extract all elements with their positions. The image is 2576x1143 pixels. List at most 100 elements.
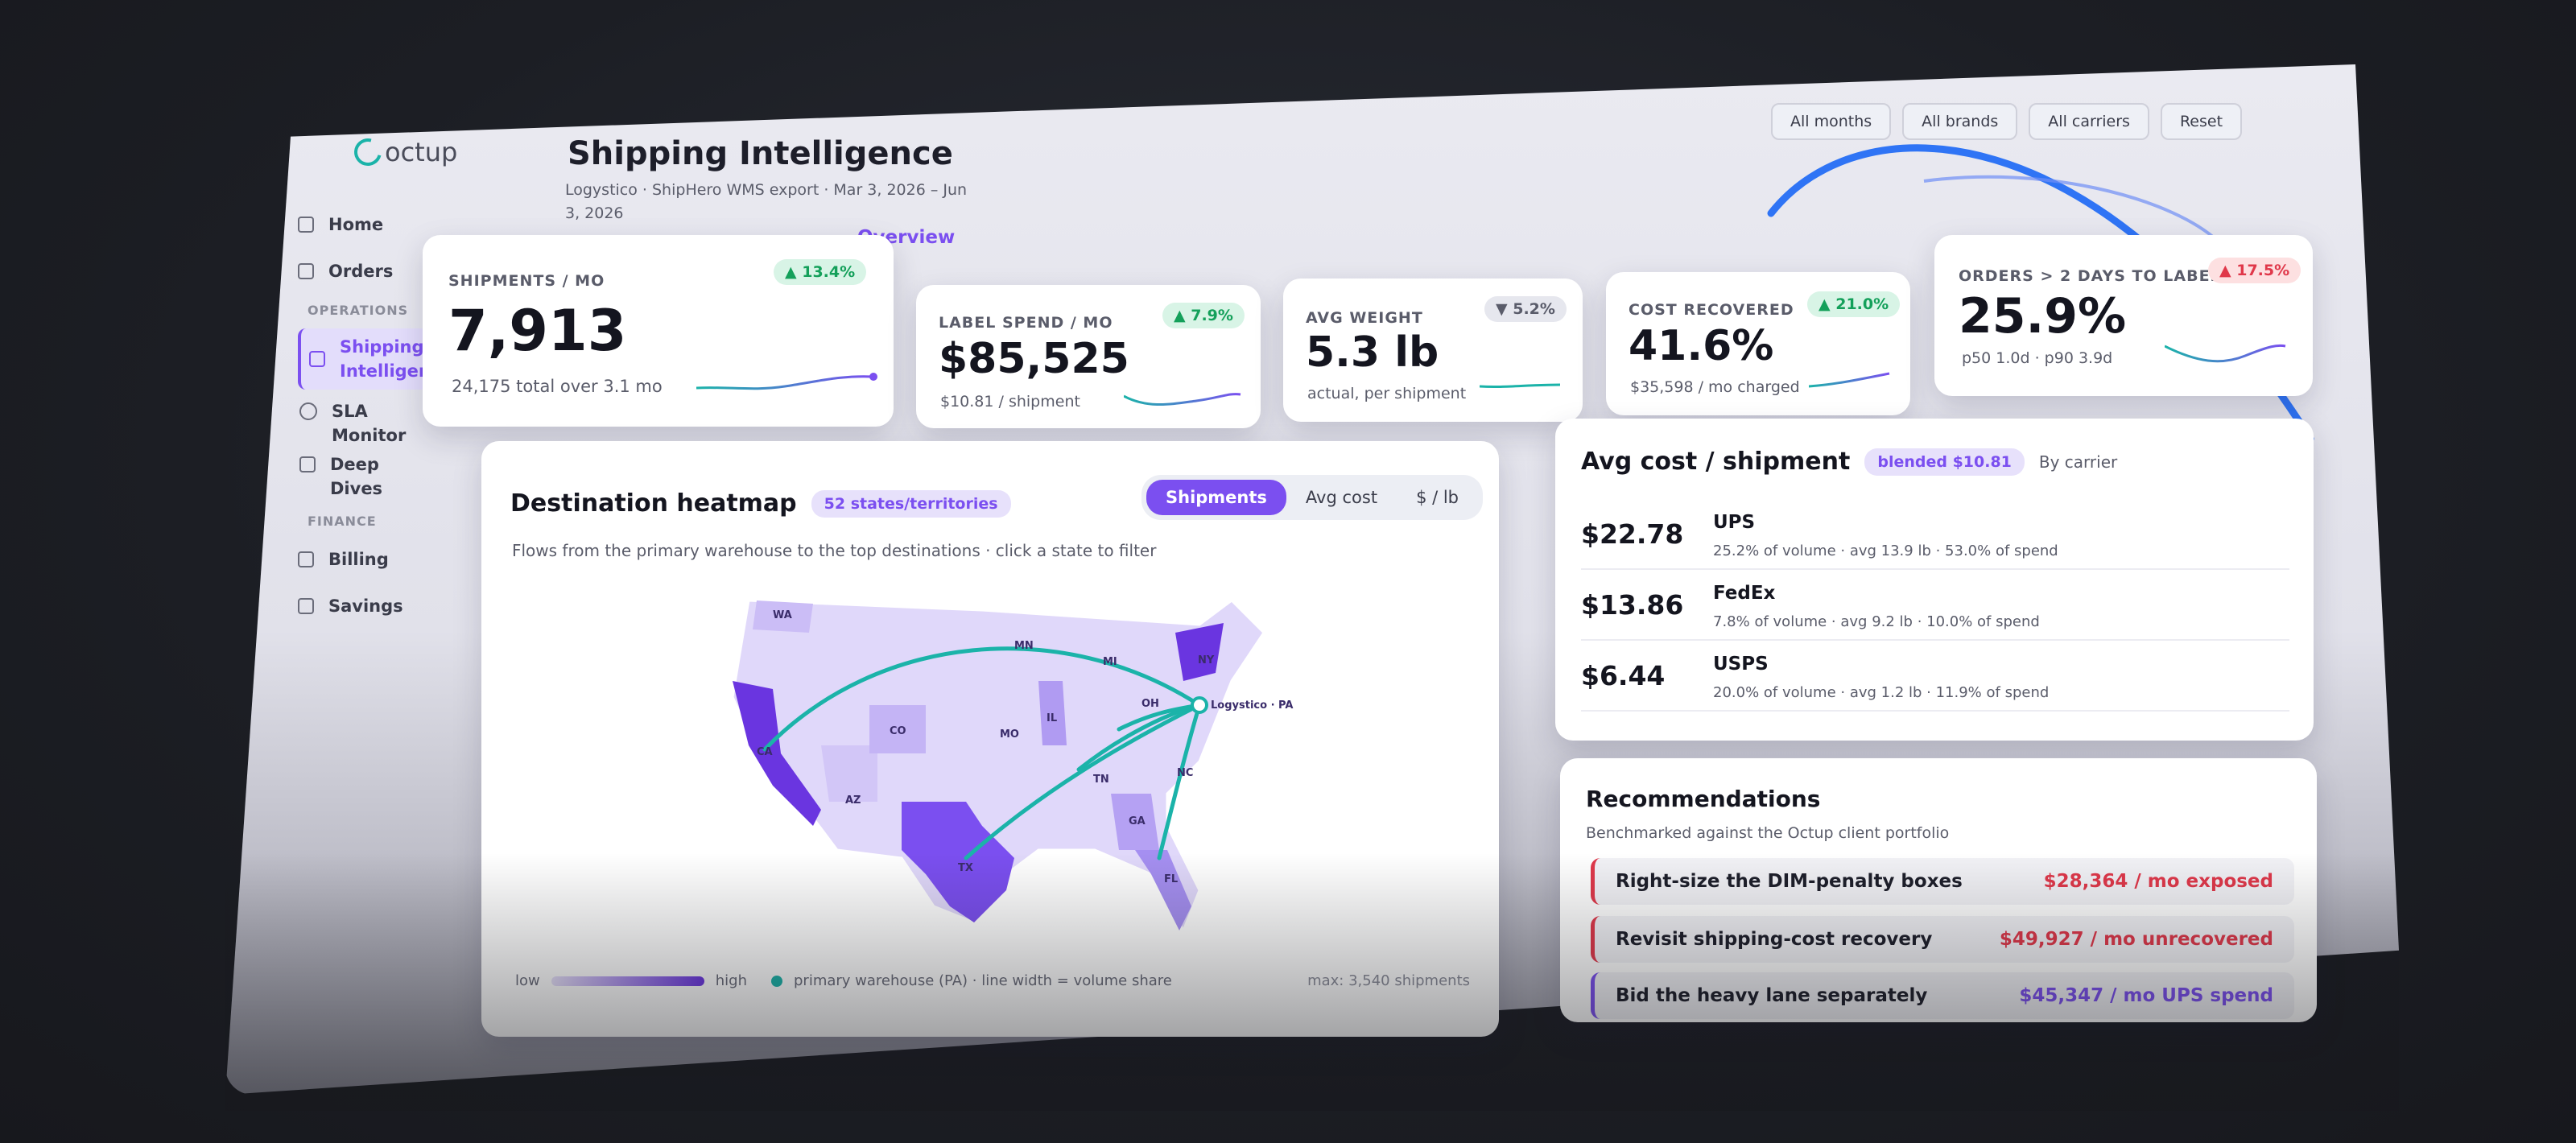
kpi-sparkline xyxy=(696,373,877,390)
legend-note: primary warehouse (PA) · line width = vo… xyxy=(794,972,1172,989)
state-label: MI xyxy=(1103,656,1117,668)
blended-cost-badge: blended $10.81 xyxy=(1864,448,2025,476)
kpi-subtext: $35,598 / mo charged xyxy=(1630,378,1800,396)
sidebar-item-orders[interactable]: Orders xyxy=(298,248,539,295)
sidebar-item-label: SLA Monitor xyxy=(332,402,407,445)
toggle-avg-cost[interactable]: Avg cost xyxy=(1305,488,1378,507)
sidebar: Home Orders OPERATIONS Shipping Intellig… xyxy=(298,201,539,629)
us-map[interactable]: WA MN MI NY CA CO IL OH MO TN NC AZ GA T… xyxy=(716,584,1328,971)
square-icon xyxy=(299,456,316,472)
flow-lines xyxy=(762,646,1202,860)
warehouse-marker[interactable] xyxy=(1191,696,1208,714)
kpi-card-label-spend[interactable]: LABEL SPEND / MO $85,525 $10.81 / shipme… xyxy=(916,285,1261,428)
carrier-note: By carrier xyxy=(2038,452,2118,472)
kpi-value: 41.6% xyxy=(1629,322,1774,370)
kpi-delta-badge: ▼ 5.2% xyxy=(1484,296,1567,322)
kpi-label: LABEL SPEND / MO xyxy=(939,314,1113,332)
kpi-label: COST RECOVERED xyxy=(1629,301,1794,319)
logo-ring-icon xyxy=(349,133,387,171)
state-label: CO xyxy=(890,725,906,737)
filter-brands-button[interactable]: All brands xyxy=(1902,103,2018,140)
warehouse-dot-icon xyxy=(771,975,782,987)
state-co[interactable] xyxy=(869,705,926,753)
destination-heatmap-panel: Destination heatmap 52 states/territorie… xyxy=(481,441,1499,1037)
panel-subtitle: Flows from the primary warehouse to the … xyxy=(512,541,1157,560)
legend-high-label: high xyxy=(715,972,747,989)
kpi-delta-badge: ▲ 17.5% xyxy=(2208,258,2301,283)
kpi-subtext: p50 1.0d · p90 3.9d xyxy=(1962,349,2113,367)
carrier-stat: 20.0% of volume · avg 1.2 lb · 11.9% of … xyxy=(1713,684,2050,701)
filter-bar: All months All brands All carriers Reset xyxy=(1771,103,2243,140)
kpi-label: ORDERS > 2 DAYS TO LABEL xyxy=(1959,267,2221,285)
warehouse-label: Logystico · PA xyxy=(1211,699,1293,712)
toggle-dollar-per-lb[interactable]: $ / lb xyxy=(1416,488,1459,507)
kpi-sparkline xyxy=(1809,372,1890,388)
kpi-delta-badge: ▲ 7.9% xyxy=(1162,303,1245,328)
kpi-sparkline xyxy=(2165,344,2286,363)
carrier-stat: 7.8% of volume · avg 9.2 lb · 10.0% of s… xyxy=(1713,613,2040,630)
kpi-value: 5.3 lb xyxy=(1306,328,1439,377)
square-icon xyxy=(298,263,314,279)
sidebar-item-savings[interactable]: Savings xyxy=(298,583,539,629)
filter-carriers-button[interactable]: All carriers xyxy=(2029,103,2149,140)
kpi-card-avg-weight[interactable]: AVG WEIGHT 5.3 lb actual, per shipment ▼… xyxy=(1283,279,1583,422)
kpi-card-orders-to-label[interactable]: ORDERS > 2 DAYS TO LABEL 25.9% p50 1.0d … xyxy=(1934,235,2313,396)
sidebar-item-label: Orders xyxy=(328,262,394,281)
state-label: IL xyxy=(1046,712,1057,724)
carrier-cost: $13.86 xyxy=(1581,589,1684,621)
carrier-row-ups[interactable]: $22.78 UPS 25.2% of volume · avg 13.9 lb… xyxy=(1581,502,2289,570)
sidebar-item-label: Shipping Intelligence xyxy=(340,337,452,381)
carrier-row-usps[interactable]: $6.44 USPS 20.0% of volume · avg 1.2 lb … xyxy=(1581,644,2289,712)
sidebar-section-finance: FINANCE xyxy=(308,513,377,529)
state-label: CA xyxy=(757,746,773,758)
carrier-cost: $6.44 xyxy=(1581,660,1666,691)
carrier-stat: 25.2% of volume · avg 13.9 lb · 53.0% of… xyxy=(1713,543,2058,559)
sidebar-item-billing[interactable]: Billing xyxy=(298,536,539,583)
page-title: Shipping Intelligence xyxy=(568,135,953,172)
state-label: OH xyxy=(1141,698,1159,710)
recommendation-item[interactable]: Right-size the DIM-penalty boxes $28,364… xyxy=(1591,858,2294,905)
state-az[interactable] xyxy=(821,745,877,802)
state-label: TX xyxy=(958,862,973,874)
recommendation-item[interactable]: Revisit shipping-cost recovery $49,927 /… xyxy=(1591,916,2294,963)
sidebar-item-deep-dives[interactable]: Deep Dives xyxy=(298,452,539,501)
sidebar-item-label: Billing xyxy=(328,550,389,569)
recommendations-panel: Recommendations Benchmarked against the … xyxy=(1560,758,2317,1022)
kpi-value: $85,525 xyxy=(939,335,1129,383)
kpi-subtext: actual, per shipment xyxy=(1307,385,1467,402)
recommendation-title: Right-size the DIM-penalty boxes xyxy=(1616,871,1963,892)
octup-logo[interactable]: octup xyxy=(349,133,457,171)
carrier-cost-panel: Avg cost / shipment blended $10.81 By ca… xyxy=(1555,419,2314,741)
state-ga[interactable] xyxy=(1111,794,1159,850)
recommendation-item[interactable]: Bid the heavy lane separately $45,347 / … xyxy=(1591,972,2294,1019)
recommendation-title: Revisit shipping-cost recovery xyxy=(1616,929,1933,950)
carrier-row-fedex[interactable]: $13.86 FedEx 7.8% of volume · avg 9.2 lb… xyxy=(1581,573,2289,641)
kpi-label: SHIPMENTS / MO xyxy=(448,272,605,290)
sidebar-item-label: Savings xyxy=(328,596,403,616)
state-label: TN xyxy=(1093,774,1109,786)
sidebar-item-sla-monitor[interactable]: SLA Monitor xyxy=(298,399,539,448)
state-ny[interactable] xyxy=(1175,623,1224,681)
kpi-card-shipments[interactable]: SHIPMENTS / MO 7,913 24,175 total over 3… xyxy=(423,235,894,427)
kpi-value: 25.9% xyxy=(1959,288,2127,345)
kpi-label: AVG WEIGHT xyxy=(1306,309,1423,327)
max-shipments-note: max: 3,540 shipments xyxy=(1307,972,1470,989)
state-il[interactable] xyxy=(1038,681,1067,745)
sidebar-item-home[interactable]: Home xyxy=(298,201,539,248)
sidebar-section-operations: OPERATIONS xyxy=(308,302,409,318)
square-icon xyxy=(298,598,314,614)
page-subtitle: Logystico · ShipHero WMS export · Mar 3,… xyxy=(565,181,968,222)
toggle-shipments[interactable]: Shipments xyxy=(1146,480,1286,515)
filter-months-button[interactable]: All months xyxy=(1771,103,1892,140)
state-ca[interactable] xyxy=(733,681,821,826)
square-icon xyxy=(309,351,325,367)
panel-title: Destination heatmap xyxy=(510,489,797,518)
state-wa[interactable] xyxy=(753,600,813,633)
state-label: AZ xyxy=(845,794,861,807)
carrier-name: USPS xyxy=(1713,654,1769,675)
state-label: FL xyxy=(1164,873,1178,885)
kpi-card-cost-recovered[interactable]: COST RECOVERED 41.6% $35,598 / mo charge… xyxy=(1606,272,1910,415)
circle-icon xyxy=(299,402,317,420)
reset-button[interactable]: Reset xyxy=(2160,103,2243,140)
state-label: NC xyxy=(1177,767,1193,779)
